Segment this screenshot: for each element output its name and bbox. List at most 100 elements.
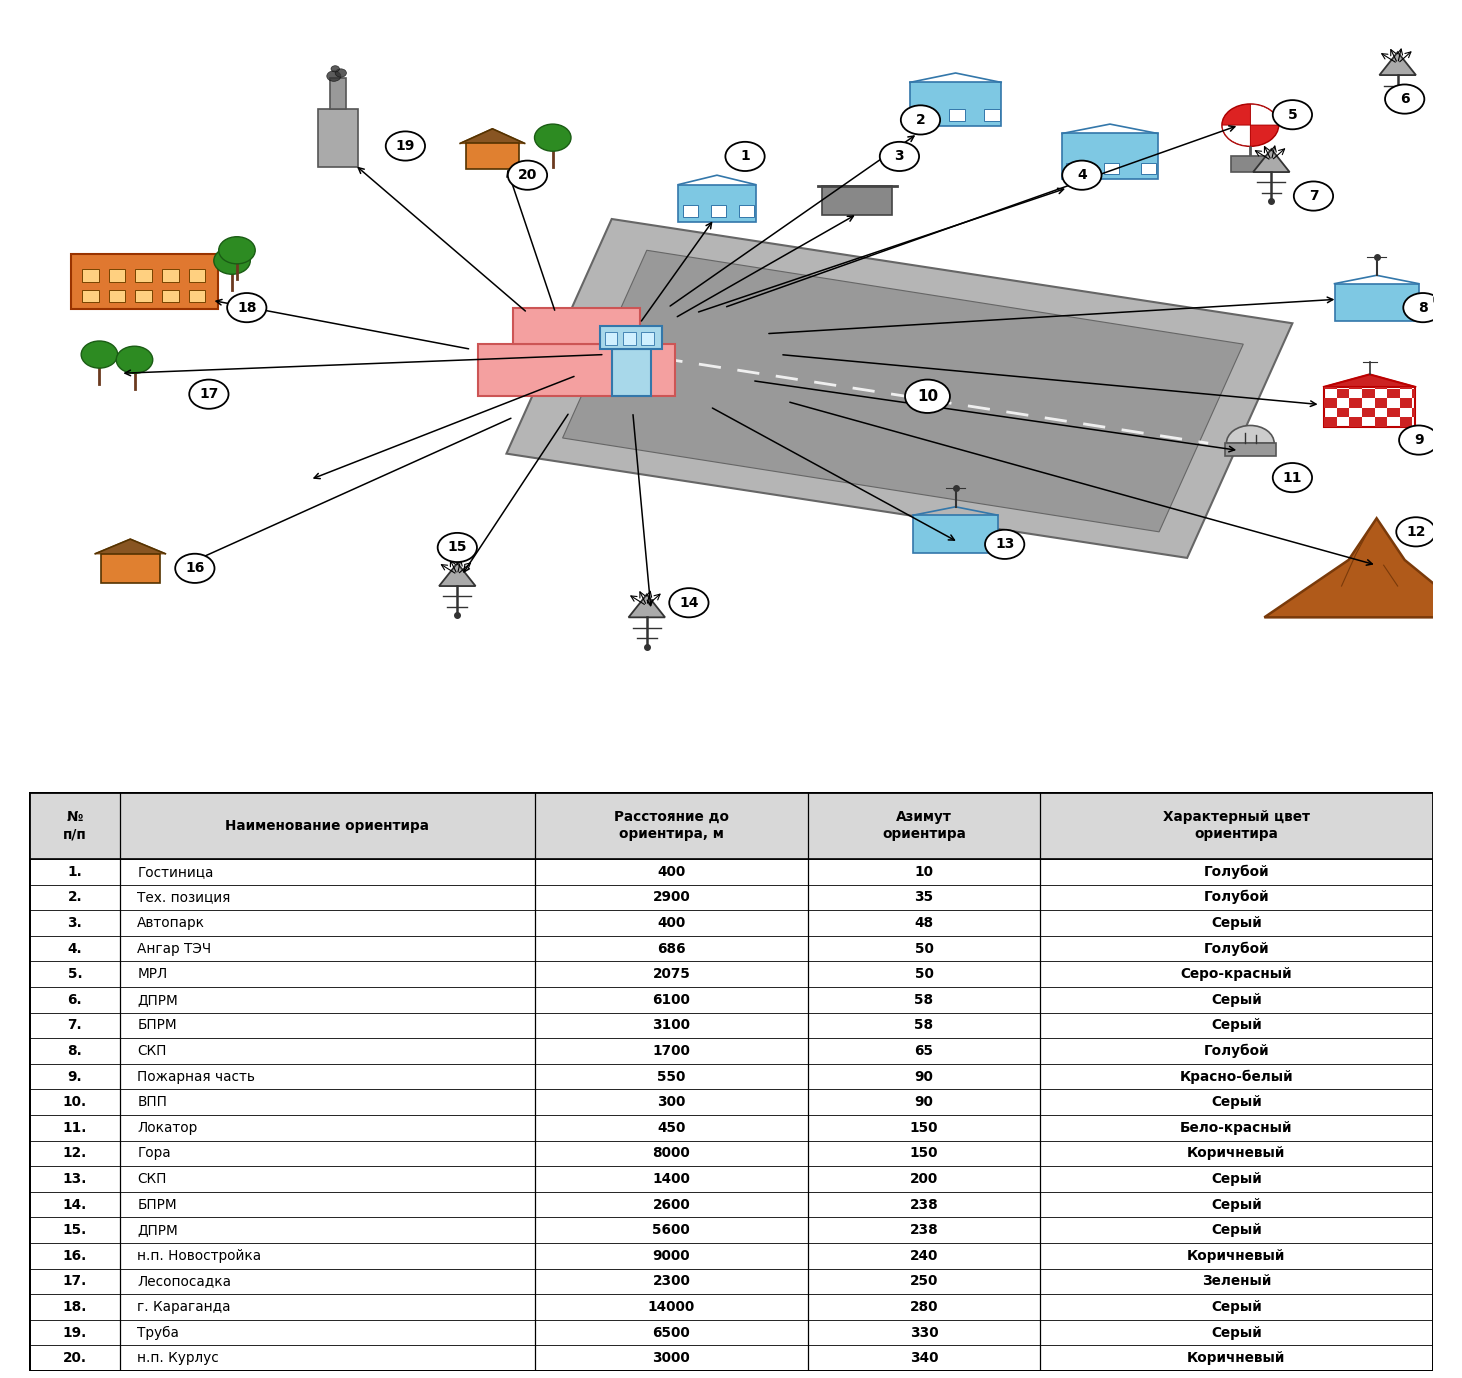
Text: ВПП: ВПП xyxy=(137,1096,167,1109)
Text: ДПРМ: ДПРМ xyxy=(137,992,178,1007)
FancyBboxPatch shape xyxy=(513,307,640,344)
Text: 8000: 8000 xyxy=(652,1146,690,1160)
FancyBboxPatch shape xyxy=(1225,444,1275,456)
FancyBboxPatch shape xyxy=(623,332,636,344)
Text: 13: 13 xyxy=(996,537,1015,551)
Text: н.п. Новостройка: н.п. Новостройка xyxy=(137,1248,262,1262)
Text: Гостиница: Гостиница xyxy=(137,865,213,879)
Text: 3000: 3000 xyxy=(652,1352,690,1366)
Text: 9000: 9000 xyxy=(652,1248,690,1262)
Text: 400: 400 xyxy=(658,865,686,879)
FancyBboxPatch shape xyxy=(1374,418,1387,427)
Circle shape xyxy=(725,142,765,171)
Polygon shape xyxy=(1253,149,1289,172)
Text: 7.: 7. xyxy=(67,1018,82,1032)
Text: 14: 14 xyxy=(680,595,699,609)
FancyBboxPatch shape xyxy=(1399,398,1412,408)
FancyBboxPatch shape xyxy=(1063,134,1158,179)
Text: БПРМ: БПРМ xyxy=(137,1018,177,1032)
FancyBboxPatch shape xyxy=(29,792,1433,1371)
Text: Коричневый: Коричневый xyxy=(1187,1352,1285,1366)
Text: 15: 15 xyxy=(447,540,466,554)
Text: 90: 90 xyxy=(915,1069,933,1083)
Text: 18.: 18. xyxy=(63,1299,88,1315)
FancyBboxPatch shape xyxy=(1325,418,1336,427)
Text: 5: 5 xyxy=(1288,107,1297,121)
FancyBboxPatch shape xyxy=(189,269,205,281)
Text: СКП: СКП xyxy=(137,1045,167,1058)
Polygon shape xyxy=(95,539,165,554)
FancyBboxPatch shape xyxy=(642,332,654,344)
Circle shape xyxy=(1404,294,1443,322)
FancyBboxPatch shape xyxy=(1140,163,1156,174)
Text: Серый: Серый xyxy=(1211,1096,1262,1109)
Polygon shape xyxy=(506,219,1292,558)
Text: 1.: 1. xyxy=(67,865,82,879)
Text: 48: 48 xyxy=(914,916,934,930)
FancyBboxPatch shape xyxy=(914,515,997,553)
Text: 9: 9 xyxy=(1414,433,1424,446)
Text: 1: 1 xyxy=(740,149,750,164)
FancyBboxPatch shape xyxy=(1363,389,1374,398)
Text: Наименование ориентира: Наименование ориентира xyxy=(225,819,430,832)
FancyBboxPatch shape xyxy=(678,185,756,222)
Text: 8.: 8. xyxy=(67,1045,82,1058)
Circle shape xyxy=(1222,105,1278,146)
Text: 12: 12 xyxy=(1406,525,1425,539)
FancyBboxPatch shape xyxy=(984,109,1000,121)
FancyBboxPatch shape xyxy=(1363,408,1374,418)
FancyBboxPatch shape xyxy=(1412,389,1415,398)
Circle shape xyxy=(1399,426,1439,455)
Text: Серый: Серый xyxy=(1211,1018,1262,1032)
Text: 17: 17 xyxy=(199,387,219,401)
FancyBboxPatch shape xyxy=(1231,157,1270,172)
Text: 4.: 4. xyxy=(67,941,82,955)
Text: 150: 150 xyxy=(909,1146,939,1160)
Circle shape xyxy=(985,529,1025,559)
Circle shape xyxy=(905,379,950,413)
FancyBboxPatch shape xyxy=(162,289,178,302)
FancyBboxPatch shape xyxy=(1325,398,1336,408)
Text: 2.: 2. xyxy=(67,890,82,904)
Circle shape xyxy=(1385,84,1424,113)
Text: 19.: 19. xyxy=(63,1326,86,1339)
Circle shape xyxy=(213,247,250,274)
Text: Бело-красный: Бело-красный xyxy=(1180,1120,1292,1135)
Text: 238: 238 xyxy=(909,1197,939,1211)
Text: 300: 300 xyxy=(656,1096,686,1109)
Text: 18: 18 xyxy=(237,300,256,314)
Text: ДПРМ: ДПРМ xyxy=(137,1224,178,1237)
FancyBboxPatch shape xyxy=(1325,387,1336,389)
Text: Расстояние до
ориентира, м: Расстояние до ориентира, м xyxy=(614,810,730,842)
Text: 11: 11 xyxy=(1282,471,1303,485)
FancyBboxPatch shape xyxy=(1374,387,1387,389)
Circle shape xyxy=(880,142,920,171)
Text: 35: 35 xyxy=(914,890,934,904)
Text: Голубой: Голубой xyxy=(1203,1043,1269,1058)
Circle shape xyxy=(117,346,152,373)
Text: СКП: СКП xyxy=(137,1173,167,1186)
FancyBboxPatch shape xyxy=(29,792,1433,858)
Text: Серый: Серый xyxy=(1211,1299,1262,1315)
Text: Автопарк: Автопарк xyxy=(137,916,205,930)
Text: 20.: 20. xyxy=(63,1352,86,1366)
FancyBboxPatch shape xyxy=(1349,398,1363,408)
Text: 16.: 16. xyxy=(63,1248,86,1262)
Circle shape xyxy=(219,237,256,263)
Circle shape xyxy=(82,340,117,368)
Text: 16: 16 xyxy=(186,561,205,576)
FancyBboxPatch shape xyxy=(162,269,178,281)
Text: 9.: 9. xyxy=(67,1069,82,1083)
FancyBboxPatch shape xyxy=(82,269,99,281)
Text: Тех. позиция: Тех. позиция xyxy=(137,890,231,904)
Text: 550: 550 xyxy=(656,1069,686,1083)
Text: Серый: Серый xyxy=(1211,1326,1262,1339)
FancyBboxPatch shape xyxy=(466,143,519,169)
FancyBboxPatch shape xyxy=(1325,387,1415,427)
FancyBboxPatch shape xyxy=(1336,389,1349,398)
FancyBboxPatch shape xyxy=(1336,408,1349,418)
Text: Голубой: Голубой xyxy=(1203,864,1269,879)
Text: Локатор: Локатор xyxy=(137,1120,197,1135)
Text: 13.: 13. xyxy=(63,1173,88,1186)
Text: 2: 2 xyxy=(915,113,925,127)
